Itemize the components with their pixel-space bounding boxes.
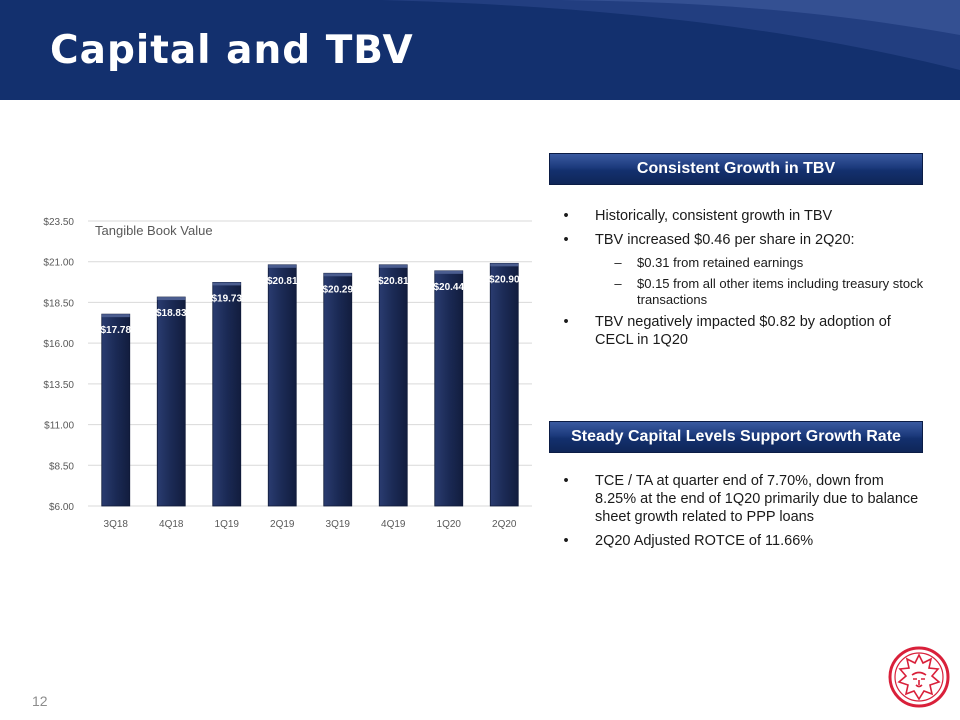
bullet-text: $0.31 from retained earnings xyxy=(637,255,804,270)
bar-top-highlight xyxy=(323,273,352,277)
x-tick-label: 3Q18 xyxy=(104,519,129,530)
x-tick-label: 2Q19 xyxy=(270,519,295,530)
capital-bullet-list: • TCE / TA at quarter end of 7.70%, down … xyxy=(560,472,926,556)
bar-top-highlight xyxy=(157,297,186,301)
bar-1Q20 xyxy=(434,270,464,507)
data-label: $17.78 xyxy=(100,325,131,336)
chart-title: Tangible Book Value xyxy=(95,223,213,238)
bullet-dot-icon: • xyxy=(563,232,569,248)
x-tick-label: 3Q19 xyxy=(326,519,351,530)
bar-3Q18 xyxy=(101,313,131,507)
y-axis-ticks: $6.00 $8.50 $11.00 $13.50 $16.00 $18.50 $21.00… xyxy=(43,217,74,513)
bar-4Q19 xyxy=(378,264,408,507)
data-label: $20.81 xyxy=(378,276,409,287)
bar-2Q20 xyxy=(489,262,519,507)
data-label: $20.44 xyxy=(433,282,464,293)
y-tick-label: $16.00 xyxy=(43,339,74,350)
bullet-dash-icon: – xyxy=(614,276,622,291)
bar-top-highlight xyxy=(212,282,241,286)
bullet-item: • TCE / TA at quarter end of 7.70%, down … xyxy=(560,472,926,526)
data-label: $20.81 xyxy=(267,276,298,287)
bullet-dot-icon: • xyxy=(563,208,569,224)
data-label: $19.73 xyxy=(211,293,242,304)
bullet-item: • 2Q20 Adjusted ROTCE of 11.66% xyxy=(560,532,926,550)
page-number: 12 xyxy=(32,693,48,709)
bullet-text: 2Q20 Adjusted ROTCE of 11.66% xyxy=(595,533,814,549)
y-tick-label: $21.00 xyxy=(43,258,74,269)
bar-2Q19 xyxy=(267,264,297,507)
x-tick-label: 4Q18 xyxy=(159,519,184,530)
bullet-item: • TBV increased $0.46 per share in 2Q20: xyxy=(560,231,926,249)
bullet-item: • Historically, consistent growth in TBV xyxy=(560,207,926,225)
x-tick-label: 4Q19 xyxy=(381,519,406,530)
y-tick-label: $23.50 xyxy=(43,217,74,228)
data-labels: $17.78 $18.83 $19.73 $20.81 $20.29 $20.81 $20.… xyxy=(100,274,520,336)
bar-top-highlight xyxy=(379,264,408,268)
data-label: $20.90 xyxy=(489,274,520,285)
y-tick-label: $8.50 xyxy=(49,461,74,472)
bar-1Q19 xyxy=(212,281,242,507)
bullet-dot-icon: • xyxy=(563,533,569,549)
x-tick-label: 1Q19 xyxy=(215,519,240,530)
tbv-panel-header: Consistent Growth in TBV xyxy=(549,153,923,185)
bar-top-highlight xyxy=(268,264,297,268)
y-tick-label: $18.50 xyxy=(43,298,74,309)
bullet-text: TBV increased $0.46 per share in 2Q20: xyxy=(595,232,855,248)
tbv-bullet-list: • Historically, consistent growth in TBV •… xyxy=(560,207,926,355)
bar-4Q18 xyxy=(156,296,186,507)
bars xyxy=(101,262,519,507)
bullet-dash-icon: – xyxy=(614,255,622,270)
x-axis-ticks: 3Q18 4Q18 1Q19 2Q19 3Q19 4Q19 1Q20 2Q20 xyxy=(104,519,517,530)
bullet-dot-icon: • xyxy=(563,473,569,489)
x-tick-label: 1Q20 xyxy=(437,519,462,530)
header-swoosh-decoration xyxy=(380,0,960,70)
page-title: Capital and TBV xyxy=(50,28,414,73)
data-label: $18.83 xyxy=(156,308,187,319)
sub-bullet-item: – $0.15 from all other items including tr… xyxy=(560,276,926,308)
bar-3Q19 xyxy=(323,272,353,507)
gridlines xyxy=(88,220,532,507)
bullet-text: TBV negatively impacted $0.82 by adoptio… xyxy=(595,314,891,348)
y-tick-label: $11.00 xyxy=(44,421,74,432)
sub-bullet-item: – $0.31 from retained earnings xyxy=(560,255,926,271)
tbv-bar-chart: $17.78 $18.83 $19.73 $20.81 $20.29 $20.81 $20.… xyxy=(43,217,532,530)
bullet-dot-icon: • xyxy=(563,314,569,330)
y-tick-label: $6.00 xyxy=(49,502,74,513)
lion-logo-icon xyxy=(888,646,950,708)
y-tick-label: $13.50 xyxy=(43,380,74,391)
bullet-text: $0.15 from all other items including tre… xyxy=(637,276,924,307)
bar-top-highlight xyxy=(434,270,463,274)
header-banner: Capital and TBV xyxy=(0,0,960,100)
bullet-item: • TBV negatively impacted $0.82 by adopti… xyxy=(560,313,926,349)
capital-panel-header: Steady Capital Levels Support Growth Rat… xyxy=(549,421,923,453)
bar-top-highlight xyxy=(101,314,130,318)
bullet-text: Historically, consistent growth in TBV xyxy=(595,208,833,224)
bullet-text: TCE / TA at quarter end of 7.70%, down f… xyxy=(595,473,919,525)
data-label: $20.29 xyxy=(322,284,353,295)
bar-top-highlight xyxy=(490,263,519,267)
x-tick-label: 2Q20 xyxy=(492,519,517,530)
